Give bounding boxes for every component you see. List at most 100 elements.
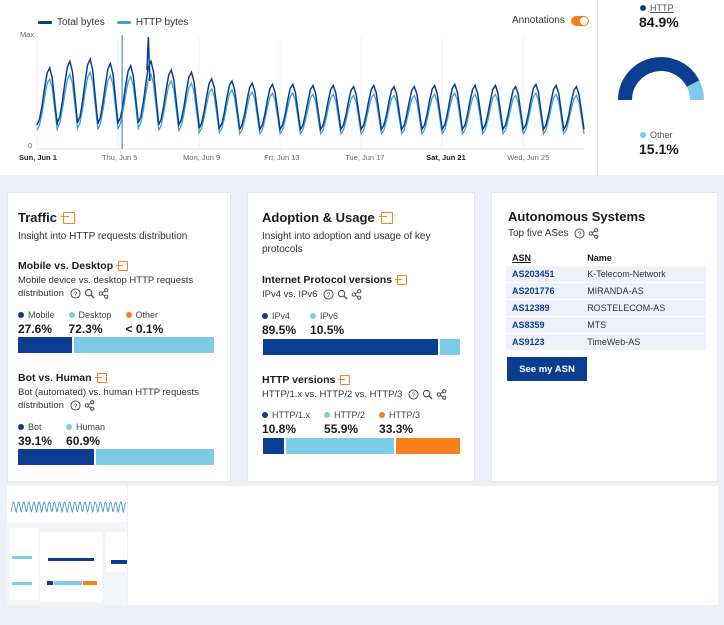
value-number: < 0.1% bbox=[125, 322, 164, 336]
traffic-card-title: Traffic bbox=[18, 210, 76, 225]
zoom-icon[interactable] bbox=[84, 288, 95, 299]
zoom-icon[interactable] bbox=[422, 389, 433, 400]
asn-link[interactable]: AS8359 bbox=[506, 316, 582, 334]
section-tools: ? bbox=[408, 389, 447, 400]
value-mobile: Mobile 27.6% bbox=[18, 309, 55, 336]
help-icon[interactable]: ? bbox=[574, 228, 585, 239]
value-http2: HTTP/2 55.9% bbox=[324, 409, 365, 436]
annotations-toggle[interactable] bbox=[570, 15, 589, 26]
table-row[interactable]: AS9123 TimeWeb-AS bbox=[506, 333, 706, 351]
bar-segment-desktop[interactable] bbox=[73, 337, 214, 353]
column-header-asn[interactable]: ASN bbox=[512, 253, 532, 263]
bar-segment-mobile[interactable] bbox=[18, 337, 72, 353]
http-versions-bar bbox=[263, 438, 460, 454]
asn-link[interactable]: AS201776 bbox=[506, 282, 582, 300]
section-title-text: Bot vs. Human bbox=[18, 372, 92, 384]
open-in-new-icon[interactable] bbox=[338, 375, 351, 385]
mobile-desktop-bar bbox=[18, 337, 214, 353]
description-text: Mobile device vs. desktop HTTP requests … bbox=[18, 275, 194, 299]
traffic-time-series-chart: Max 0 Sun, Jun 1 Thu, Jun 5 Mon, Jun 9 Fri,… bbox=[19, 30, 585, 162]
asn-link[interactable]: AS9123 bbox=[506, 333, 582, 351]
see-my-asn-button[interactable]: See my ASN bbox=[507, 357, 587, 381]
donut-other-value: 15.1% bbox=[639, 141, 679, 157]
donut-segment-http[interactable] bbox=[618, 57, 700, 101]
label-text: Bot bbox=[28, 421, 42, 432]
open-in-new-icon[interactable] bbox=[61, 211, 76, 224]
help-icon[interactable]: ? bbox=[70, 288, 81, 299]
asn-link[interactable]: AS203451 bbox=[506, 266, 582, 283]
legend-dot bbox=[125, 311, 132, 318]
help-icon[interactable]: ? bbox=[408, 389, 419, 400]
share-icon[interactable] bbox=[351, 289, 362, 300]
bar-segment-bot[interactable] bbox=[18, 449, 94, 465]
description-text: IPv4 vs. IPv6 bbox=[262, 289, 318, 300]
series-line-total-bytes[interactable] bbox=[36, 56, 585, 132]
table-row[interactable]: AS203451 K-Telecom-Network bbox=[506, 266, 706, 283]
help-icon[interactable]: ? bbox=[70, 400, 81, 411]
legend-http-bytes[interactable]: HTTP bytes bbox=[116, 17, 188, 28]
share-icon[interactable] bbox=[98, 288, 109, 299]
share-icon[interactable] bbox=[436, 389, 447, 400]
x-tick-label: Sun, Jun 1 bbox=[19, 153, 57, 162]
series-line-http-bytes[interactable] bbox=[36, 70, 585, 137]
legend-dot bbox=[640, 5, 646, 11]
value-number: 72.3% bbox=[68, 322, 103, 336]
bar-segment-http-3[interactable] bbox=[395, 438, 460, 454]
traffic-card-description: Insight into HTTP requests distribution bbox=[18, 231, 188, 242]
bar-segment-ipv4[interactable] bbox=[263, 339, 438, 355]
http-versions-description: HTTP/1.x vs. HTTP/2 vs. HTTP/3 ? bbox=[262, 388, 467, 401]
y-axis-label-zero: 0 bbox=[28, 141, 32, 150]
section-tools: ? bbox=[70, 288, 109, 299]
legend-dot bbox=[18, 311, 24, 318]
ip-versions-title: Internet Protocol versions bbox=[262, 274, 408, 286]
value-number: 55.9% bbox=[324, 422, 359, 436]
table-row[interactable]: AS12389 ROSTELECOM-AS bbox=[506, 299, 706, 317]
donut-http-value: 84.9% bbox=[639, 14, 679, 30]
x-tick-label: Mon, Jun 9 bbox=[183, 153, 220, 162]
annotations-label: Annotations bbox=[512, 15, 565, 26]
page-thumbnail-preview[interactable] bbox=[7, 486, 127, 605]
bar-segment-http-2[interactable] bbox=[285, 438, 394, 454]
bar-segment-ipv6[interactable] bbox=[439, 339, 460, 355]
open-in-new-icon[interactable] bbox=[378, 211, 393, 224]
open-in-new-icon[interactable] bbox=[395, 275, 408, 285]
zoom-icon[interactable] bbox=[337, 289, 348, 300]
value-label: Bot bbox=[18, 421, 52, 432]
legend-dot bbox=[324, 411, 331, 418]
ip-versions-bar bbox=[263, 339, 460, 355]
value-number: 60.9% bbox=[66, 434, 101, 448]
adoption-card-title: Adoption & Usage bbox=[262, 210, 393, 225]
share-icon[interactable] bbox=[84, 400, 95, 411]
svg-text:?: ? bbox=[73, 291, 77, 298]
value-label: HTTP/3 bbox=[379, 409, 420, 420]
label-text: Mobile bbox=[28, 309, 55, 320]
section-title-text: Internet Protocol versions bbox=[262, 274, 393, 286]
donut-http-label: HTTP bbox=[650, 3, 674, 13]
x-tick-label: Wed, Jun 25 bbox=[507, 153, 549, 162]
asn-table: ASN Name AS203451 K-Telecom-Network AS201… bbox=[506, 250, 706, 351]
as-name: K-Telecom-Network bbox=[581, 266, 706, 283]
label-text: HTTP/2 bbox=[334, 409, 366, 420]
value-other: Other < 0.1% bbox=[125, 309, 164, 336]
help-icon[interactable]: ? bbox=[323, 289, 334, 300]
share-icon[interactable] bbox=[588, 228, 599, 239]
bot-human-values: Bot 39.1% Human 60.9% bbox=[18, 421, 105, 448]
value-number: 33.3% bbox=[379, 422, 414, 436]
label-text: HTTP/1.x bbox=[272, 409, 311, 420]
open-in-new-icon[interactable] bbox=[94, 373, 107, 383]
as-card-title: Autonomous Systems bbox=[508, 209, 646, 224]
bar-segment-human[interactable] bbox=[95, 449, 214, 465]
series-spike bbox=[146, 36, 151, 82]
autonomous-systems-card: Autonomous Systems Top five ASes ? ASN N… bbox=[491, 192, 718, 482]
legend-dot bbox=[18, 423, 24, 430]
legend-total-bytes[interactable]: Total bytes bbox=[38, 17, 105, 28]
http-share-donut-panel: HTTP 84.9% Other 15.1% bbox=[598, 0, 724, 175]
http-versions-title: HTTP versions bbox=[262, 374, 351, 386]
donut-segment-other[interactable] bbox=[686, 80, 704, 101]
asn-link[interactable]: AS12389 bbox=[506, 299, 582, 317]
open-in-new-icon[interactable] bbox=[116, 261, 129, 271]
table-row[interactable]: AS8359 MTS bbox=[506, 316, 706, 334]
table-row[interactable]: AS201776 MIRANDA-AS bbox=[506, 282, 706, 300]
bar-segment-http-1-x[interactable] bbox=[263, 438, 284, 454]
value-label: Mobile bbox=[18, 309, 55, 320]
